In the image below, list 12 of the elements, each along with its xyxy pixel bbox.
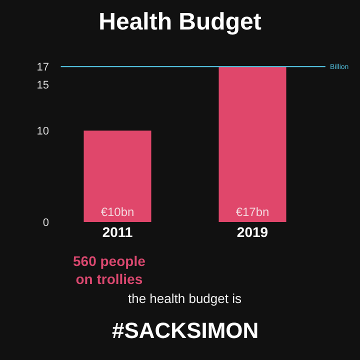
data-label: €17bn bbox=[236, 205, 270, 219]
y-tick-label: 10 bbox=[36, 125, 49, 138]
y-tick-label: 15 bbox=[36, 80, 49, 92]
x-tick-label: 2011 bbox=[102, 224, 133, 240]
text: 560 people on trollies bbox=[73, 253, 146, 288]
data-label: €10bn bbox=[100, 205, 134, 219]
y-tick-label: 17 bbox=[36, 61, 49, 74]
y-tick-label: 0 bbox=[42, 216, 49, 229]
text: the health budget is bbox=[128, 291, 242, 306]
text: #SACKSIMON bbox=[112, 318, 259, 343]
x-tick-label: 2019 bbox=[236, 224, 268, 240]
chart-title: Health Budget bbox=[98, 8, 262, 36]
